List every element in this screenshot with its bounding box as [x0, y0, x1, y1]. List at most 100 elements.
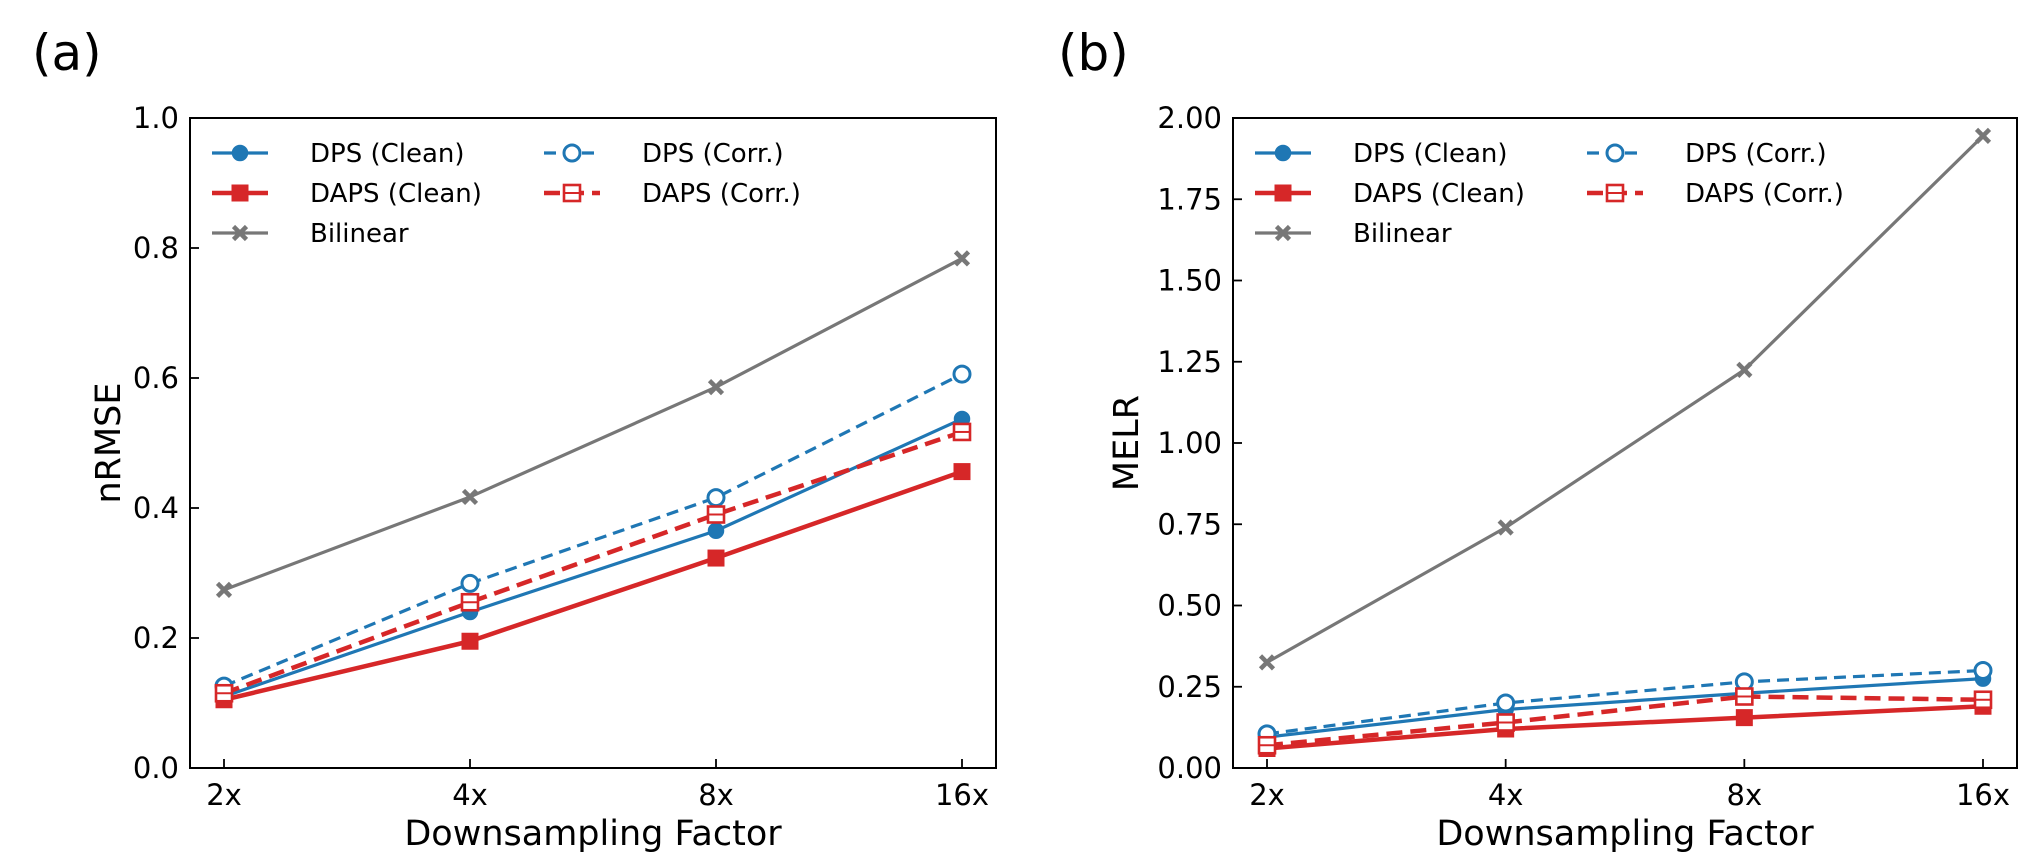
panel-b-xtick-label: 4x — [1488, 778, 1524, 812]
panel-b-legend-dps-clean-label: DPS (Clean) — [1353, 139, 1508, 169]
panel-a-legend-daps-clean-label: DAPS (Clean) — [310, 179, 482, 209]
panel-a-daps-corr — [214, 422, 972, 703]
panel-b-frame — [1232, 117, 2018, 769]
panel-a-legend-dps-clean-marker — [231, 144, 249, 162]
panel-a-xtick-label: 2x — [206, 778, 242, 812]
panel-b-legend-daps-corr-label: DAPS (Corr.) — [1685, 179, 1844, 209]
panel-a-legend-dps-corr: DPS (Corr.) — [544, 139, 784, 169]
panel-b-daps-corr-point — [1973, 690, 1993, 710]
panel-b-ytick-label: 0.25 — [1157, 670, 1222, 704]
panel-b-legend-daps-corr-marker — [1605, 183, 1625, 203]
panel-a-bilinear-point — [707, 379, 725, 396]
panel-a-dps-corr-point — [952, 364, 972, 384]
panel-a-legend-dps-corr-marker — [562, 143, 582, 163]
panel-b-series — [1257, 127, 1993, 757]
panel-b-ytick-label: 1.00 — [1157, 426, 1222, 460]
panel-a-xtick-label: 4x — [452, 778, 488, 812]
panel-a-daps-clean-point — [707, 549, 725, 567]
panel-b-legend-dps-corr-marker — [1605, 143, 1625, 163]
panel-a-ytick-label: 0.4 — [133, 491, 179, 525]
panel-a-legend-dps-clean: DPS (Clean) — [212, 139, 465, 169]
panel-a-xtick-label: 8x — [698, 778, 734, 812]
panel-b-ytick-label: 1.75 — [1157, 182, 1222, 216]
panel-a-bilinear-point — [953, 250, 971, 267]
panel-b-bilinear-point — [1974, 127, 1992, 144]
panel-b-daps-clean-point — [1735, 709, 1753, 727]
panel-b-legend-daps-corr: DAPS (Corr.) — [1587, 179, 1844, 209]
panel-b-legend-daps-clean: DAPS (Clean) — [1255, 179, 1525, 209]
panel-b-legend-bilinear-label: Bilinear — [1353, 219, 1452, 249]
panel-b-ylabel: MELR — [1107, 395, 1147, 491]
panel-b-legend-bilinear-marker — [1274, 224, 1292, 242]
panel-b-dps-corr-point — [1973, 661, 1993, 680]
panel-a-daps-corr-point — [952, 422, 972, 442]
panel-a-ytick-label: 1.0 — [133, 101, 179, 135]
panel-a-label: (a) — [32, 24, 102, 82]
panel-a-dps-corr-point — [460, 573, 480, 593]
panel-b-label: (b) — [1058, 24, 1129, 82]
panel-b: (b) 0.00 0.25 0.50 0.75 1.00 1.25 1.50 1.75 2.00 2… — [1058, 24, 2018, 854]
panel-a-daps-corr-point — [706, 505, 726, 524]
panel-b-xlabel: Downsampling Factor — [1436, 814, 1814, 854]
panel-b-bilinear-point-stroke2 — [1497, 519, 1514, 536]
panel-a-legend-daps-clean: DAPS (Clean) — [212, 179, 482, 209]
panel-b-xtick-label: 16x — [1956, 778, 2010, 812]
panel-a-daps-corr-point — [460, 592, 480, 612]
panel-b-dps-corr-line — [1266, 668, 1984, 736]
panel-a-daps-clean-point — [461, 632, 479, 650]
panel-a-legend-daps-corr-marker — [562, 183, 582, 203]
panel-b-daps-corr-point — [1735, 687, 1754, 706]
panel-a-legend-bilinear-marker-stroke2 — [231, 224, 249, 242]
panel-b-xtick-label: 2x — [1249, 778, 1285, 812]
panel-a-legend-bilinear-marker — [231, 224, 249, 242]
panel-a-legend-daps-corr: DAPS (Corr.) — [544, 179, 801, 209]
panel-b-ytick-label: 0.00 — [1157, 751, 1222, 785]
panel-b-legend-daps-clean-marker — [1274, 184, 1292, 202]
panel-b-bilinear-point-stroke2 — [1736, 361, 1753, 378]
panel-b-legend-bilinear-marker-stroke2 — [1274, 224, 1292, 242]
panel-a-daps-clean-line — [223, 469, 963, 702]
panel-b-ytick-label: 0.75 — [1157, 507, 1222, 541]
panel-b-legend-dps-corr-label: DPS (Corr.) — [1685, 139, 1827, 169]
panel-a-bilinear-point-stroke2 — [707, 379, 725, 396]
panel-a-legend-daps-clean-marker — [231, 184, 249, 202]
panel-b-dps-corr-point — [1496, 693, 1516, 713]
panel-a-bilinear — [215, 250, 971, 598]
panel-b-daps-corr-point — [1257, 735, 1277, 755]
panel-b-daps-corr — [1257, 687, 1993, 755]
panel-b-ytick-label: 1.50 — [1157, 264, 1222, 298]
panel-b-bilinear-line — [1266, 134, 1985, 664]
panel-b-legend-dps-clean: DPS (Clean) — [1255, 139, 1508, 169]
panel-a-ytick-label: 0.8 — [133, 231, 179, 265]
panel-b-legend-bilinear: Bilinear — [1255, 219, 1452, 249]
panel-a-frame — [189, 117, 997, 769]
panel-b-legend: DPS (Clean) DAPS (Clean) Bilinear DPS (Corr… — [1255, 139, 1844, 249]
panel-b-ytick-label: 2.00 — [1157, 101, 1222, 135]
panel-b-bilinear-point — [1258, 654, 1276, 671]
panel-a-legend: DPS (Clean) DAPS (Clean) Bilinear DPS (Corr… — [212, 139, 801, 249]
panel-a-ytick-label: 0.2 — [133, 621, 179, 655]
panel-b-legend-dps-clean-marker — [1274, 144, 1292, 162]
panel-a-ylabel: nRMSE — [89, 382, 129, 503]
panel-a-bilinear-point — [215, 581, 233, 598]
panel-b-bilinear — [1258, 127, 1992, 671]
panel-a-daps-clean-point — [953, 463, 971, 481]
panel-a-legend-daps-corr-label: DAPS (Corr.) — [642, 179, 801, 209]
panel-a-ytick-label: 0.0 — [133, 751, 179, 785]
panel-a-ytick-label: 0.6 — [133, 361, 179, 395]
panel-b-bilinear-point-stroke2 — [1974, 127, 1992, 144]
panel-b-daps-corr-point — [1496, 713, 1515, 732]
panel-b-ytick-label: 1.25 — [1157, 345, 1222, 379]
panel-b-dps-clean-line — [1266, 677, 1984, 739]
panel-a-daps-corr-line — [223, 429, 963, 696]
panel-b-legend-daps-clean-label: DAPS (Clean) — [1353, 179, 1525, 209]
panel-b-daps-clean-line — [1266, 704, 1984, 751]
panel-a-dps-corr-point — [706, 488, 726, 508]
panel-a-dps-corr-line — [223, 372, 963, 688]
panel-a-dps-corr — [214, 364, 972, 696]
panel-a-xlabel: Downsampling Factor — [404, 814, 782, 854]
panel-a-legend-bilinear-label: Bilinear — [310, 219, 409, 249]
panel-b-legend-dps-corr: DPS (Corr.) — [1587, 139, 1827, 169]
panel-a-bilinear-point-stroke2 — [461, 488, 479, 506]
